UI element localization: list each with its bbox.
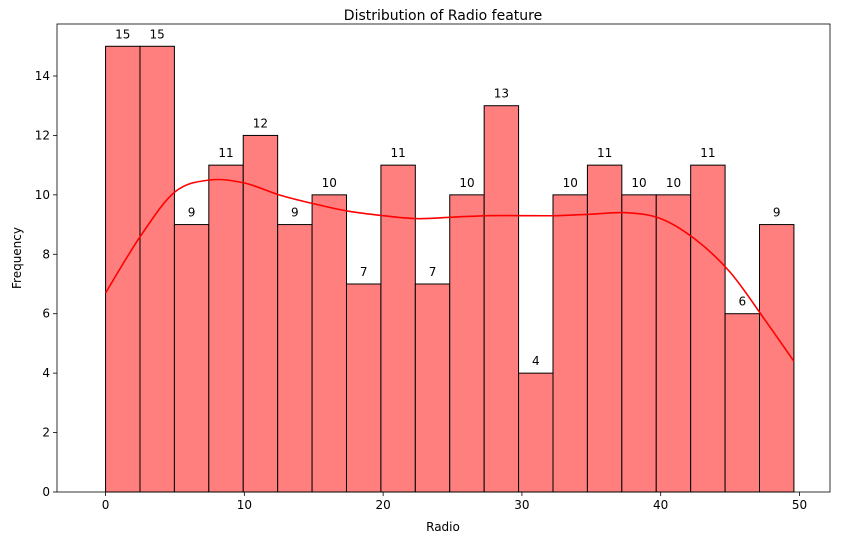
- histogram-bar: [380, 164, 416, 493]
- bar-value-label: 12: [253, 116, 268, 130]
- bar-value-label: 6: [738, 295, 746, 309]
- plot-frame: [56, 23, 831, 493]
- bar-value-label: 11: [597, 146, 612, 160]
- bar-value-label: 10: [322, 176, 337, 190]
- bar-value-label: 9: [291, 206, 299, 220]
- histogram-bar: [724, 313, 761, 493]
- bar-value-label: 10: [459, 176, 474, 190]
- histogram-bar: [208, 164, 244, 493]
- bar-value-label: 10: [666, 176, 681, 190]
- x-tick-label: 30: [514, 498, 529, 512]
- data-labels-group: 15 15 9 11 12 9 10 7 11 7 10 13 4 10 11 10 10 11 6 9: [115, 27, 780, 368]
- histogram-bar: [345, 283, 382, 493]
- chart-title: Distribution of Radio feature: [344, 8, 542, 24]
- x-tick-label: 40: [653, 498, 668, 512]
- histogram-bar: [655, 194, 692, 493]
- bar-value-label: 11: [700, 146, 715, 160]
- histogram-bar: [759, 224, 795, 493]
- x-tick-label: 20: [375, 498, 390, 512]
- y-axis-label: Frequency: [10, 227, 24, 289]
- histogram-bar: [311, 194, 347, 493]
- y-tick-label: 0: [42, 485, 50, 499]
- y-axis-ticks: 0 2 4 6 8 10 12 14: [35, 69, 57, 499]
- bar-value-label: 11: [218, 146, 233, 160]
- bar-value-label: 11: [390, 146, 405, 160]
- bars-group: [105, 45, 795, 493]
- x-axis-label: Radio: [426, 520, 460, 534]
- bar-value-label: 10: [631, 176, 646, 190]
- x-tick-label: 10: [237, 498, 252, 512]
- bar-value-label: 10: [563, 176, 578, 190]
- y-tick-label: 4: [42, 366, 50, 380]
- histogram-bar: [518, 372, 554, 493]
- kde-curve: [104, 178, 795, 362]
- bar-value-label: 9: [773, 206, 781, 220]
- bar-value-label: 15: [115, 27, 130, 41]
- bar-value-label: 9: [188, 206, 196, 220]
- y-tick-label: 10: [35, 188, 50, 202]
- histogram-bar: [586, 164, 623, 493]
- histogram-bar: [105, 45, 141, 493]
- histogram-bar: [552, 194, 588, 493]
- y-tick-label: 6: [42, 307, 50, 321]
- histogram-bar: [139, 45, 175, 493]
- bar-value-label: 13: [494, 87, 509, 101]
- y-tick-label: 8: [42, 247, 50, 261]
- histogram-bar: [277, 224, 313, 493]
- y-tick-label: 2: [42, 426, 50, 440]
- bar-value-label: 7: [360, 265, 368, 279]
- histogram-bar: [414, 283, 451, 493]
- histogram-bar: [449, 194, 485, 493]
- y-tick-label: 14: [35, 69, 50, 83]
- bar-value-label: 15: [150, 27, 165, 41]
- bar-value-label: 7: [429, 265, 437, 279]
- x-axis-ticks: 0 10 20 30 40 50: [102, 492, 807, 512]
- bar-value-label: 4: [532, 354, 540, 368]
- histogram-bar: [690, 164, 726, 493]
- histogram-bar: [173, 224, 210, 493]
- histogram-bar: [621, 194, 657, 493]
- x-tick-label: 50: [792, 498, 807, 512]
- x-tick-label: 0: [102, 498, 110, 512]
- y-tick-label: 12: [35, 128, 50, 142]
- histogram-bar: [483, 105, 520, 493]
